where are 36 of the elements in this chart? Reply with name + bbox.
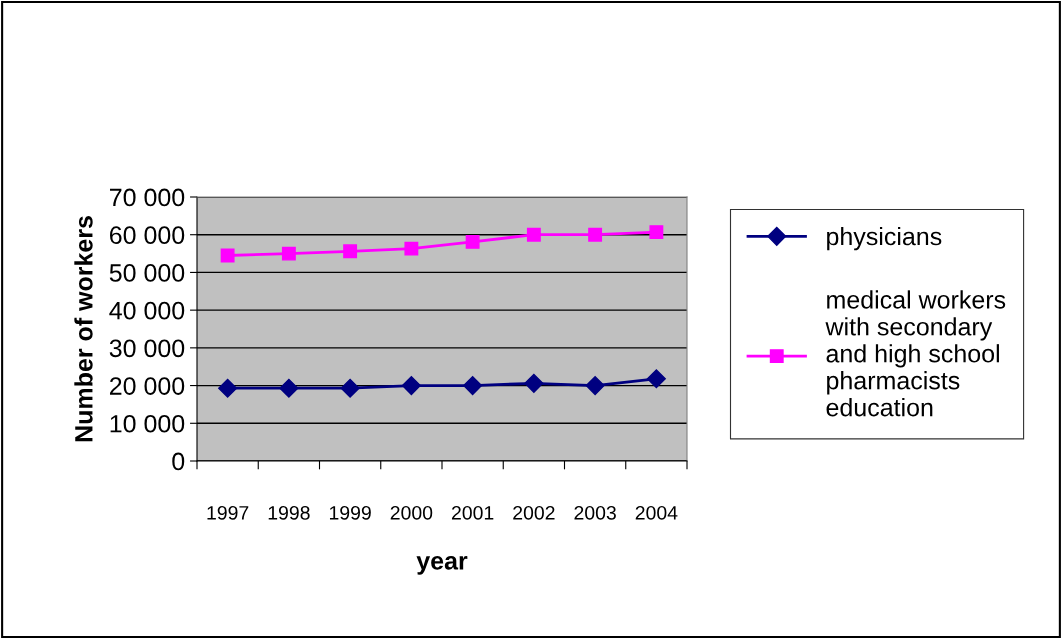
y-tick-label: 0	[172, 452, 185, 471]
point	[218, 378, 238, 398]
y-tick-label: 20 000	[110, 377, 185, 395]
point	[404, 241, 419, 256]
point	[588, 227, 603, 242]
point	[465, 234, 480, 249]
y-tick-label: 70 000	[110, 188, 185, 207]
point	[649, 225, 664, 240]
legend-label: physicians	[827, 227, 942, 251]
point	[585, 376, 605, 396]
point	[279, 378, 299, 398]
y-tick-label: 50 000	[109, 264, 185, 282]
point	[524, 373, 544, 393]
y-axis-title: Number of workers	[74, 216, 93, 442]
point	[526, 227, 541, 242]
x-tick-label: 2004	[635, 505, 678, 520]
point	[401, 376, 421, 396]
point	[281, 246, 296, 261]
point	[220, 248, 235, 263]
x-axis-title: year	[416, 556, 468, 575]
y-tick-label: 10 000	[110, 414, 185, 433]
y-tick-label: 60 000	[110, 226, 185, 245]
y-tick-label: 40 000	[109, 301, 185, 320]
x-tick-label: 2001	[451, 505, 494, 520]
point	[340, 378, 360, 398]
x-tick-label: 2003	[574, 505, 616, 520]
x-tick-label: 1997	[207, 505, 249, 520]
x-tick-label: 1999	[329, 505, 371, 520]
x-tick-label: 2000	[390, 505, 433, 520]
point	[463, 376, 483, 396]
point	[646, 369, 666, 389]
y-tick-label: 30 000	[109, 339, 185, 358]
point	[343, 244, 358, 259]
legend-label: medical workers with secondary and high school pharmacists education	[825, 290, 1006, 417]
x-tick-label: 2002	[513, 505, 555, 520]
x-tick-label: 1998	[268, 505, 310, 520]
